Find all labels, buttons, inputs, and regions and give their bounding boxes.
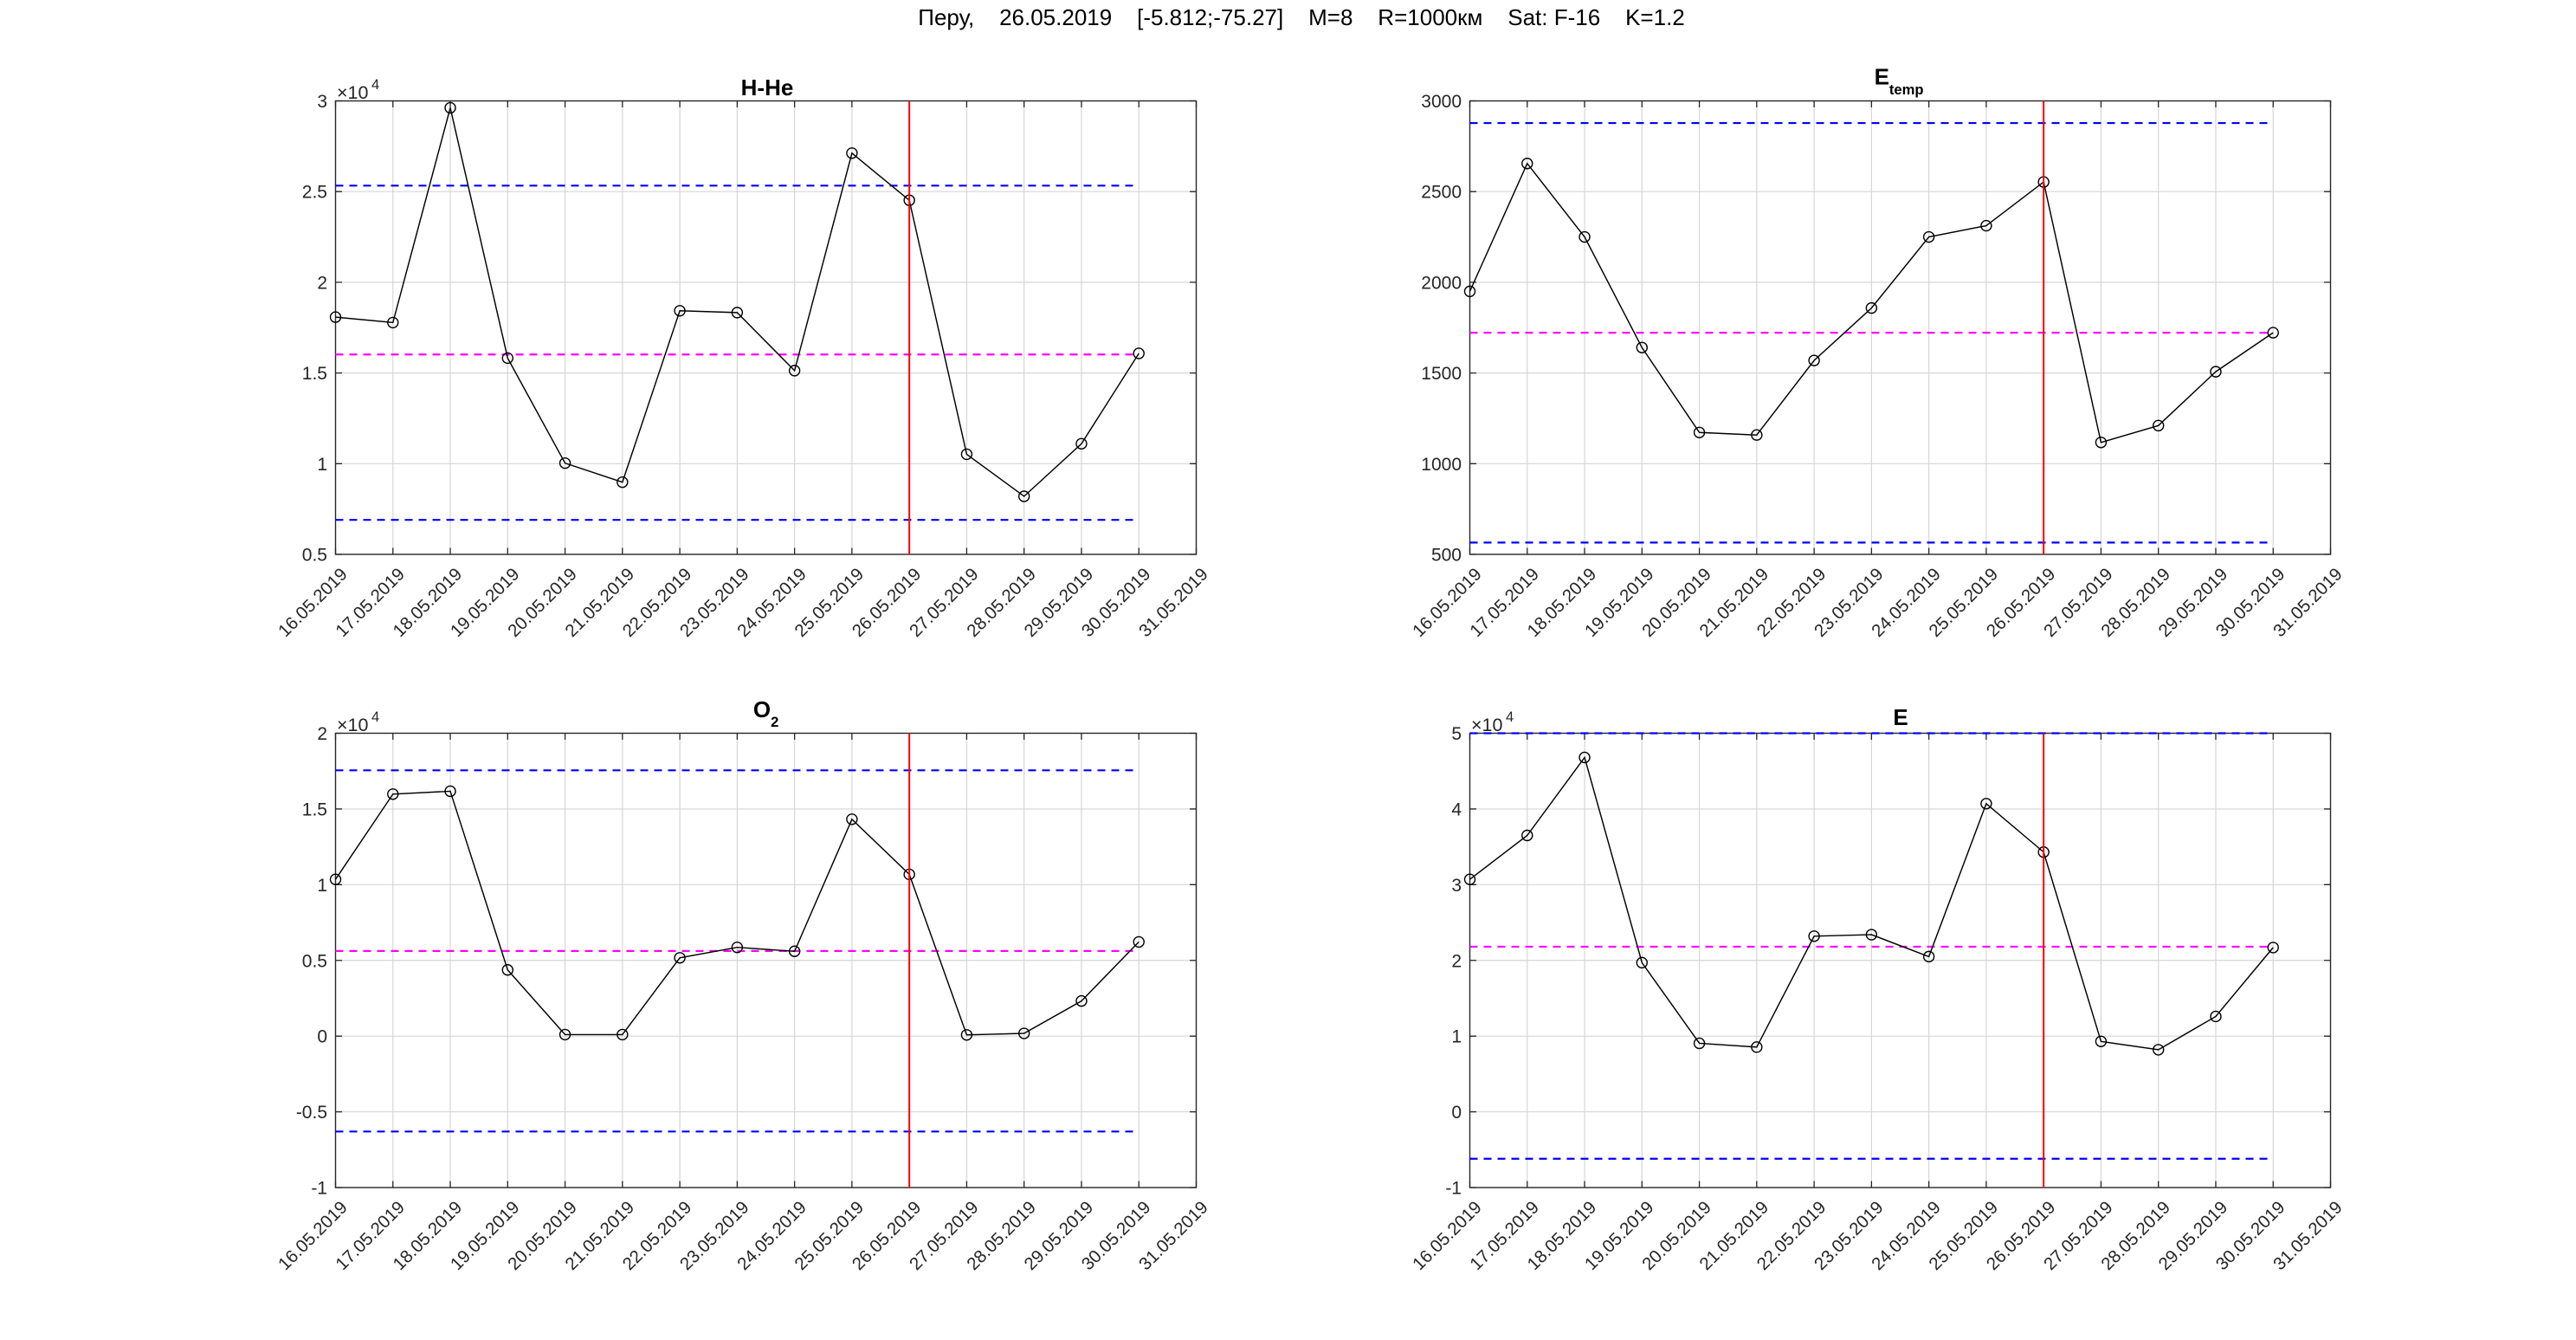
svg-text:4: 4: [371, 709, 379, 725]
svg-text:0.5: 0.5: [302, 951, 327, 971]
svg-text:O: O: [753, 696, 771, 722]
svg-text:1: 1: [317, 455, 327, 475]
svg-text:E: E: [1875, 64, 1889, 90]
svg-text:2000: 2000: [1421, 273, 1462, 293]
svg-text:-1: -1: [1445, 1179, 1462, 1199]
svg-text:×10: ×10: [337, 82, 369, 103]
svg-text:1: 1: [1451, 1027, 1462, 1047]
svg-text:4: 4: [1451, 799, 1462, 819]
svg-text:0: 0: [317, 1027, 327, 1047]
svg-text:×10: ×10: [337, 715, 369, 735]
svg-text:H-He: H-He: [741, 74, 794, 100]
svg-text:0: 0: [1451, 1103, 1462, 1123]
svg-text:2500: 2500: [1421, 183, 1462, 203]
svg-text:4: 4: [371, 77, 379, 93]
svg-text:1.5: 1.5: [302, 799, 327, 819]
svg-text:×10: ×10: [1471, 715, 1503, 735]
svg-text:3: 3: [317, 92, 327, 112]
svg-text:1000: 1000: [1421, 455, 1462, 475]
svg-text:Перу, 26.05.2019 [-5.812: Перу, 26.05.2019 [-5.812;-75.27] М=8 R=1…: [918, 4, 1685, 30]
svg-text:1500: 1500: [1421, 364, 1462, 384]
svg-text:2: 2: [771, 714, 778, 730]
svg-text:-1: -1: [311, 1179, 327, 1199]
svg-text:3: 3: [1451, 876, 1462, 896]
svg-text:-0.5: -0.5: [296, 1103, 327, 1123]
svg-text:1: 1: [317, 876, 327, 896]
svg-text:2.5: 2.5: [302, 183, 327, 203]
svg-text:2: 2: [1451, 951, 1462, 971]
svg-text:4: 4: [1506, 709, 1514, 725]
svg-text:temp: temp: [1889, 81, 1924, 98]
svg-text:5: 5: [1451, 724, 1462, 744]
svg-text:3000: 3000: [1421, 92, 1462, 112]
svg-text:1.5: 1.5: [302, 364, 327, 384]
svg-text:500: 500: [1431, 546, 1462, 566]
svg-text:2: 2: [317, 724, 327, 744]
svg-text:E: E: [1893, 704, 1908, 730]
svg-text:0.5: 0.5: [302, 546, 327, 566]
svg-text:2: 2: [317, 273, 327, 293]
